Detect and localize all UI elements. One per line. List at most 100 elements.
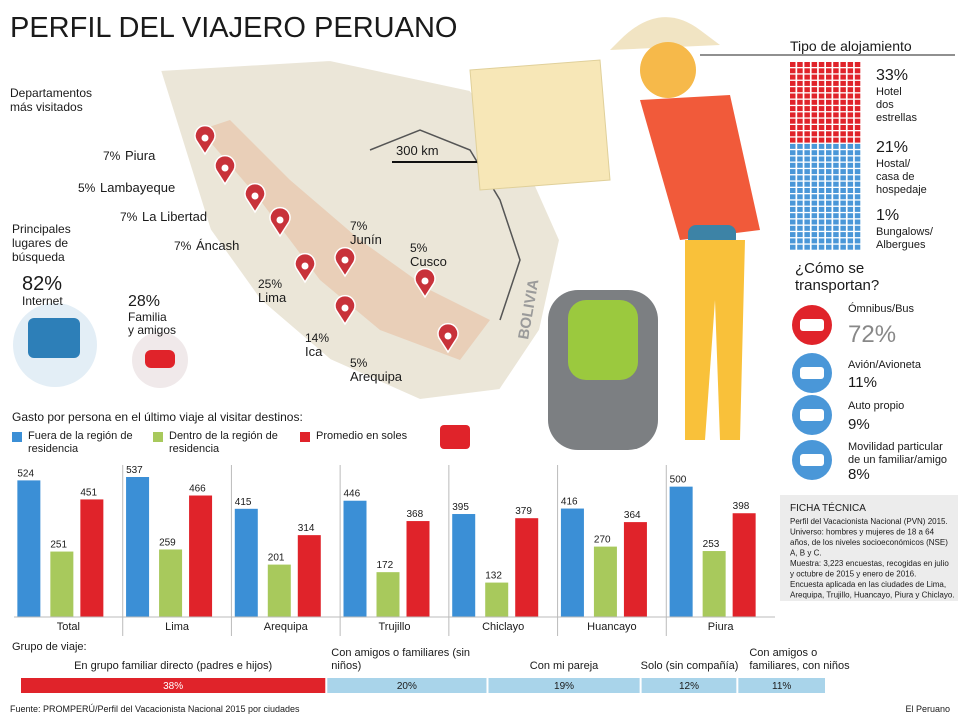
ficha-line: años, de los niveles socioeconómicos (NS…: [790, 538, 948, 547]
lodging-square: [797, 219, 803, 225]
department-name: Lima: [258, 290, 287, 305]
bar: [80, 499, 104, 617]
lodging-square: [847, 194, 854, 200]
lodging-square: [790, 112, 796, 118]
ficha-line: y octubre de 2015 y enero de 2016.: [790, 570, 916, 579]
bar-value: 368: [407, 509, 424, 520]
chart-title: Gasto por persona en el último viaje al …: [12, 410, 303, 424]
lodging-square: [804, 162, 810, 168]
lodging-square: [833, 74, 839, 80]
lodging-square: [854, 62, 861, 67]
lodging-square: [797, 181, 803, 187]
lodging-square: [833, 206, 839, 212]
lodging-square: [790, 238, 796, 244]
lodging-square: [826, 219, 832, 225]
lodging-square: [833, 162, 839, 168]
lodging-square: [797, 87, 803, 93]
lodging-square: [790, 143, 796, 149]
map-pin-dot: [421, 277, 429, 285]
lodging-square: [833, 143, 839, 149]
lodging-square: [804, 68, 810, 74]
transport-pct: 72%: [848, 321, 896, 348]
map-pin-dot: [341, 256, 349, 264]
lodging-square: [854, 125, 861, 130]
lodging-square: [854, 118, 861, 124]
lodging-square: [790, 188, 796, 193]
lodging-square: [840, 244, 846, 250]
lodging-square: [854, 156, 861, 162]
legend-swatch: [300, 432, 310, 442]
lodging-square: [797, 131, 803, 137]
lodging-square: [818, 188, 825, 193]
lodging-square: [818, 62, 825, 67]
lodging-square: [826, 62, 832, 67]
lodging-square: [790, 181, 796, 187]
lodging-square: [790, 244, 796, 250]
lodging-square: [833, 225, 839, 231]
bar: [126, 477, 150, 617]
bar-value: 500: [670, 475, 687, 486]
segment-name: Solo (sin compañía): [640, 660, 739, 672]
lodging-square: [840, 106, 846, 112]
lodging-square: [790, 150, 796, 156]
lodging-square: [854, 244, 861, 250]
lodging-square: [818, 112, 825, 118]
lodging-square: [790, 162, 796, 168]
ficha-box: [780, 495, 958, 601]
lodging-square: [826, 200, 832, 206]
lodging-square: [804, 225, 810, 231]
bar-value: 270: [594, 535, 611, 546]
lodging-square: [847, 112, 854, 118]
lodging-square: [804, 137, 810, 143]
lodging-square: [797, 106, 803, 112]
lodging-square: [840, 150, 846, 156]
lodging-square: [811, 156, 818, 162]
search-name: y amigos: [128, 323, 176, 337]
segment-label: 38%: [163, 681, 183, 692]
x-tick-label: Trujillo: [379, 621, 411, 633]
bar-value: 415: [235, 497, 252, 508]
legend-swatch: [153, 432, 163, 442]
department-pct: 7%: [350, 219, 368, 233]
lodging-square: [818, 131, 825, 137]
lodging-title: Tipo de alojamiento: [790, 38, 912, 54]
lodging-square: [818, 244, 825, 250]
lodging-square: [854, 106, 861, 112]
lodging-name: dos: [876, 99, 894, 111]
lodging-square: [818, 232, 825, 238]
ficha-line: A, B y C.: [790, 549, 822, 558]
lodging-square: [790, 225, 796, 231]
lodging-square: [790, 206, 796, 212]
segment: [488, 678, 640, 693]
bar: [406, 521, 430, 617]
lodging-square: [811, 169, 818, 175]
bar-value: 395: [452, 502, 469, 513]
segment-label: 20%: [397, 681, 417, 692]
lodging-square: [826, 131, 832, 137]
lodging-square: [804, 200, 810, 206]
lodging-square: [840, 181, 846, 187]
lodging-square: [811, 225, 818, 231]
transport-title: ¿Cómo se: [795, 260, 864, 277]
lodging-square: [818, 143, 825, 149]
lodging-square: [818, 125, 825, 130]
lodging-square: [854, 137, 861, 143]
lodging-square: [854, 219, 861, 225]
lodging-square: [847, 200, 854, 206]
bar-value: 364: [624, 510, 641, 521]
bar: [17, 480, 41, 617]
lodging-square: [790, 106, 796, 112]
lodging-square: [804, 87, 810, 93]
bar: [376, 572, 400, 617]
lodging-square: [840, 194, 846, 200]
lodging-square: [818, 181, 825, 187]
lodging-square: [797, 118, 803, 124]
segment-name: Con amigos o familiares, con niños: [749, 647, 850, 672]
lodging-square: [811, 244, 818, 250]
transport-icon-glyph: [800, 319, 824, 331]
department-name: Áncash: [196, 238, 239, 253]
lodging-square: [847, 188, 854, 193]
lodging-square: [847, 80, 854, 86]
segment: [641, 678, 737, 693]
lodging-square: [811, 150, 818, 156]
